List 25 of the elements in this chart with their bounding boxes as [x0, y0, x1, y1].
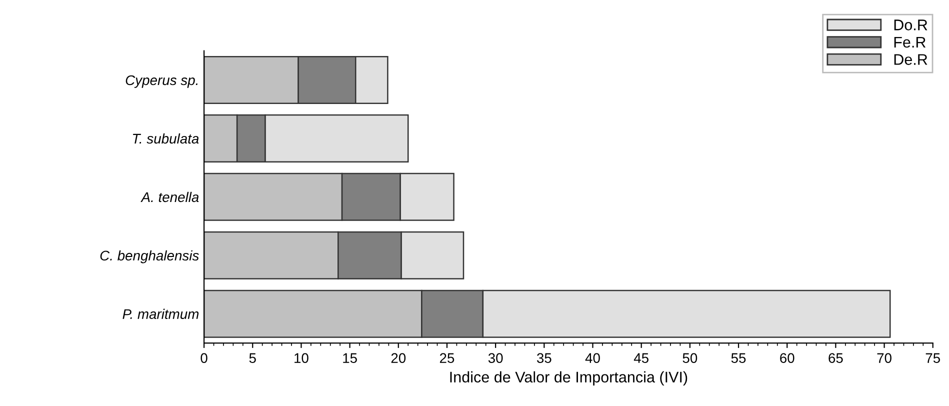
x-tick-label: 40: [585, 353, 600, 363]
legend-label: Do.R: [894, 20, 928, 30]
x-tick-label: 5: [249, 353, 256, 363]
x-tick-label: 15: [343, 353, 357, 363]
legend-label: De.R: [894, 54, 928, 65]
x-tick-label: 30: [488, 353, 503, 363]
y-tick-label: C. benghalensis: [100, 250, 199, 264]
x-tick-label: 50: [682, 353, 698, 363]
x-tick-label: 35: [536, 353, 552, 363]
x-tick-label: 65: [828, 353, 843, 363]
x-tick-label: 75: [926, 353, 940, 363]
legend-label: Fe.R: [894, 36, 926, 48]
y-tick-label: A. tenella: [140, 192, 199, 202]
x-tick-label: 60: [780, 353, 794, 363]
x-tick-label: 10: [294, 353, 308, 363]
y-tick-label: P. maritmum: [122, 308, 199, 320]
x-tick-label: 45: [634, 353, 648, 363]
x-axis-title: Indice de Valor de Importancia (IVI): [450, 371, 688, 386]
x-tick-label: 70: [877, 353, 892, 363]
x-tick-label: 25: [440, 353, 454, 363]
y-tick-label: Cyperus sp.: [126, 75, 198, 88]
x-tick-label: 55: [731, 353, 746, 363]
x-tick-label: 20: [391, 353, 406, 363]
x-tick-label: 0: [200, 353, 208, 363]
y-tick-label: T. subulata: [132, 133, 199, 144]
